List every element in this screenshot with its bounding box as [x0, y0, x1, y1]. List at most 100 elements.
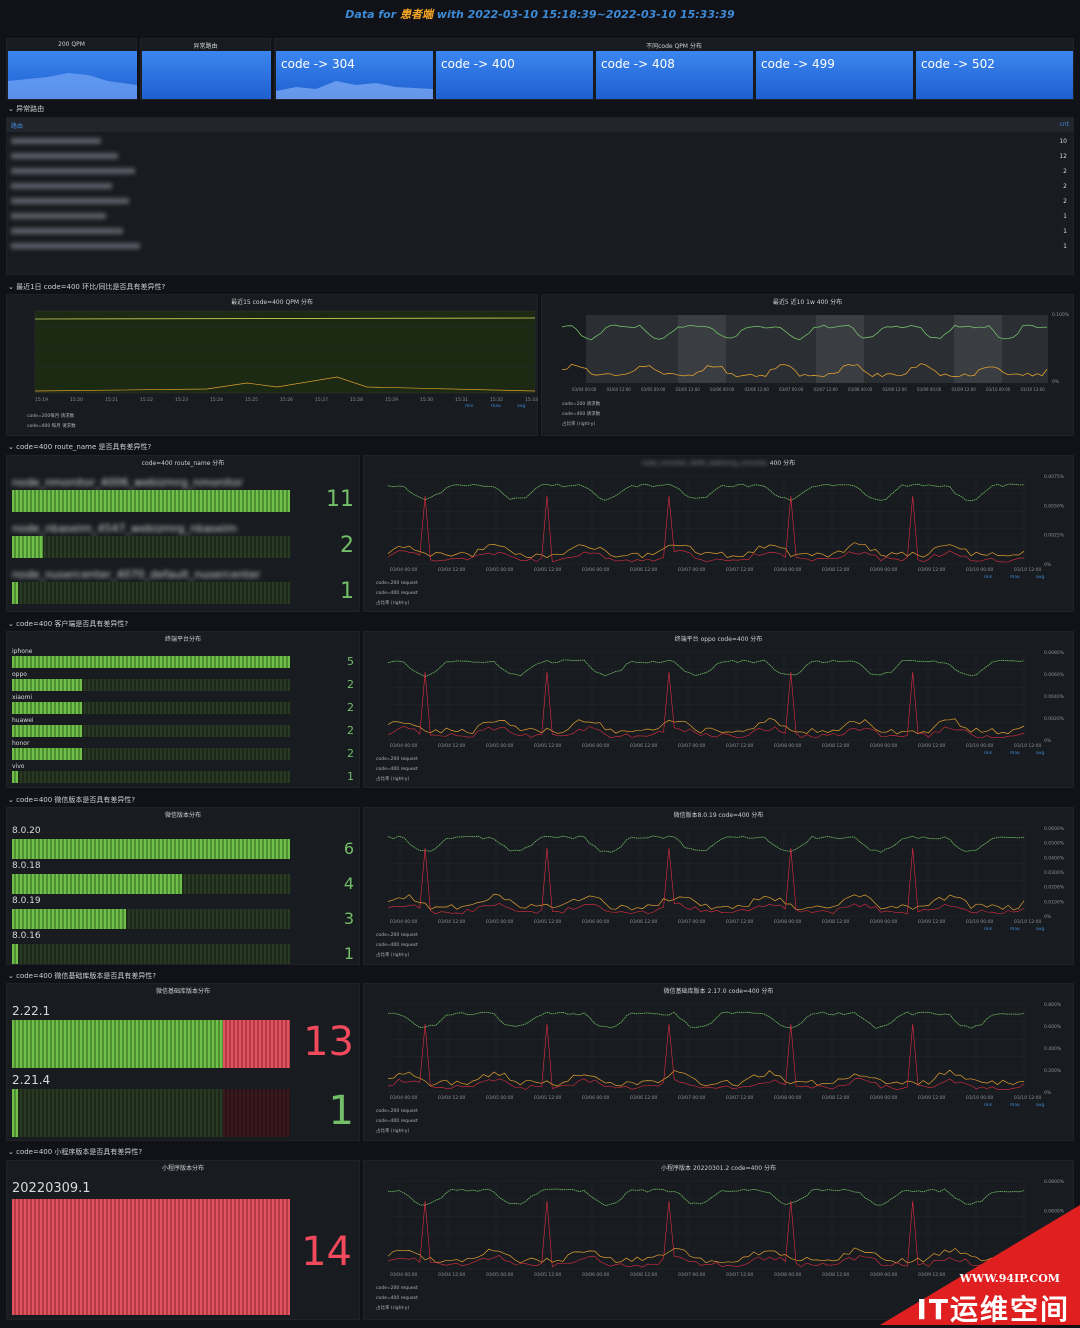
- client-bargauge-panel[interactable]: 终端平台分布 iphone 5 oppo 2 xiaomi 2 huawei 2 honor 2 v…: [6, 631, 360, 788]
- y-tick: 0.600%: [1044, 1024, 1062, 1030]
- x-tick: 03/08 12:00: [822, 567, 850, 573]
- legend-item[interactable]: code=400 request: [376, 766, 418, 772]
- route-ts-graph: 03/04 00:00 03/04 12:00 03/05 00:00 03/05 1…: [376, 474, 1065, 606]
- x-tick: 03/07 00:00: [678, 919, 706, 925]
- client-ts-panel[interactable]: 终端平台 oppo code=400 分布 03/04 00:00 03/04 1…: [363, 631, 1074, 788]
- bar-value: 11: [326, 487, 354, 513]
- table-row[interactable]: 2: [7, 166, 1073, 179]
- bar-label: 8.0.16: [12, 931, 41, 941]
- legend-col-header[interactable]: min: [984, 574, 993, 580]
- dashboard-title: Data for 患者端 with 2022-03-10 15:18:39~20…: [345, 8, 735, 21]
- row-header-wechat[interactable]: ⌄ code=400 微信版本是否具有差异性?: [8, 796, 136, 804]
- x-tick: 03/10 00:00: [986, 387, 1011, 392]
- legend-item[interactable]: 占比率 (right-y): [376, 599, 409, 606]
- table-row[interactable]: 2: [7, 196, 1073, 209]
- legend-item[interactable]: 占比率 (right-y): [376, 951, 409, 958]
- bar-label: huawei: [12, 717, 34, 724]
- legend-item[interactable]: 占比率 (right-y): [376, 1304, 409, 1311]
- col-route[interactable]: 路由: [11, 123, 24, 130]
- legend-col-header[interactable]: avg: [1036, 575, 1044, 580]
- x-tick: 03/04 00:00: [390, 1095, 418, 1101]
- x-tick: 15:32: [490, 397, 503, 403]
- sdk-bargauge-panel[interactable]: 微信基础库版本分布 2.22.1 13 2.21.4 1: [6, 983, 360, 1141]
- series-line-400: [387, 1247, 1025, 1264]
- legend-item[interactable]: 占比率 (right-y): [376, 1127, 409, 1134]
- legend-col-header[interactable]: avg: [1036, 1103, 1044, 1108]
- bar-track: [12, 582, 290, 604]
- legend-item[interactable]: code=400 request: [376, 942, 418, 948]
- x-tick: 03/05 00:00: [486, 743, 514, 749]
- table-row[interactable]: 1: [7, 241, 1073, 254]
- code-408-stat: code -> 408: [596, 51, 753, 99]
- legend-col-header[interactable]: min: [984, 1102, 993, 1108]
- legend-item[interactable]: 占比率 (right-y): [376, 775, 409, 782]
- sdk-ts-panel[interactable]: 微信基础库版本 2.17.0 code=400 分布 03/04 00:00 03…: [363, 983, 1074, 1141]
- table-row[interactable]: 1: [7, 211, 1073, 224]
- legend-item[interactable]: code=200 request: [376, 756, 418, 762]
- route-ts-panel[interactable]: node_nmonitor_4006_webizmrg_nmonitor 400…: [363, 455, 1074, 612]
- route-bargauge-panel[interactable]: code=400 route_name 分布 node_nmonitor_400…: [6, 455, 360, 612]
- x-tick: 03/04 12:00: [438, 919, 466, 925]
- legend-item[interactable]: code=200 request: [376, 580, 418, 586]
- mini-value: 14: [301, 1229, 352, 1275]
- table-row[interactable]: 2: [7, 181, 1073, 194]
- code-499-stat: code -> 499: [756, 51, 913, 99]
- legend-col-header[interactable]: min: [984, 750, 993, 756]
- x-tick: 03/06 00:00: [582, 567, 610, 573]
- legend-col-header[interactable]: max: [1010, 927, 1020, 932]
- row-header-mini[interactable]: ⌄ code=400 小程序版本是否具有差异性?: [8, 1148, 143, 1156]
- bar-fill: [12, 1089, 18, 1137]
- table-row[interactable]: 10: [7, 136, 1073, 149]
- qpm-panel[interactable]: 200 QPM: [6, 38, 137, 100]
- qpm-sparkline: [8, 73, 137, 99]
- mini-bargauge-panel[interactable]: 小程序版本分布 20220309.1 14: [6, 1160, 360, 1320]
- legend-col-header[interactable]: min: [984, 926, 993, 932]
- legend-col-header[interactable]: avg: [1036, 927, 1044, 932]
- y-tick: 0.0500%: [1044, 841, 1065, 847]
- x-tick: 03/04 12:00: [607, 387, 632, 392]
- bar-label: 8.0.19: [12, 896, 41, 906]
- legend-col-header[interactable]: max: [1010, 751, 1020, 756]
- table-row[interactable]: 12: [7, 151, 1073, 164]
- row-header-sdk[interactable]: ⌄ code=400 微信基础库版本是否具有差异性?: [8, 972, 157, 980]
- error-route-panel[interactable]: 异常路由: [140, 38, 271, 100]
- x-tick: 03/08 00:00: [848, 387, 873, 392]
- wechat-bargauge-panel[interactable]: 微信版本分布 8.0.20 6 8.0.18 4 8.0.19 3 8.0.16 1: [6, 807, 360, 965]
- legend-col-header[interactable]: max: [1010, 1103, 1020, 1108]
- cnt-cell: 2: [1063, 198, 1067, 205]
- x-tick: 03/04 00:00: [390, 743, 418, 749]
- row-header-abnormal-routes[interactable]: ⌄ 异常路由: [8, 105, 45, 113]
- bar-fill: [12, 944, 18, 964]
- code-distribution-panel[interactable]: 不同code QPM 分布 code -> 304 code -> 400 co…: [274, 38, 1074, 100]
- x-tick: 15:23: [175, 397, 188, 403]
- legend-item[interactable]: code=200 request: [376, 932, 418, 938]
- qpm-15min-panel[interactable]: 最近15 code=400 QPM 分布 15:19 15:20 15:21 15:2…: [6, 294, 538, 436]
- x-tick: 03/08 00:00: [774, 1272, 802, 1278]
- y-tick: 0.0300%: [1044, 870, 1065, 876]
- x-tick: 03/07 00:00: [779, 387, 804, 392]
- svg-text:占比率 (right-y): 占比率 (right-y): [562, 420, 595, 427]
- legend-item[interactable]: code=400 request: [376, 590, 418, 596]
- row-header-client[interactable]: ⌄ code=400 客户端是否具有差异性?: [8, 620, 129, 628]
- x-tick: 03/09 00:00: [917, 387, 942, 392]
- legend-item[interactable]: code=200 request: [376, 1108, 418, 1114]
- bar-value: 2: [347, 701, 354, 715]
- sdk-ts-title: 微信基础库版本 2.17.0 code=400 分布: [663, 988, 774, 995]
- bar-fill: [12, 536, 43, 558]
- legend-item[interactable]: code=200 request: [376, 1285, 418, 1291]
- legend-item[interactable]: code=400 request: [376, 1118, 418, 1124]
- table-header: 路由 cnt: [7, 118, 1073, 132]
- svg-text:code=200 请求数: code=200 请求数: [562, 400, 601, 407]
- abnormal-routes-table[interactable]: 路由 cnt 10 12 2 2 2 1 1 1: [6, 117, 1074, 275]
- wechat-ts-panel[interactable]: 微信版本8.0.19 code=400 分布 03/04 00:00 03/04 …: [363, 807, 1074, 965]
- week-400-panel[interactable]: 最近5 近10 1w 400 分布 0.100% 0% 03/04 00:00 0…: [541, 294, 1074, 436]
- route-name-cell: [11, 213, 106, 219]
- legend-col-header[interactable]: avg: [1036, 751, 1044, 756]
- row-header-route[interactable]: ⌄ code=400 route_name 是否具有差异性?: [8, 443, 152, 451]
- row-header-ring-compare[interactable]: ⌄ 最近1日 code=400 环比/同比是否具有差异性?: [8, 283, 166, 291]
- bar-track: [12, 771, 290, 783]
- table-row[interactable]: 1: [7, 226, 1073, 239]
- legend-col-header[interactable]: max: [1010, 575, 1020, 580]
- col-cnt[interactable]: cnt: [1059, 121, 1069, 128]
- legend-item[interactable]: code=400 request: [376, 1295, 418, 1301]
